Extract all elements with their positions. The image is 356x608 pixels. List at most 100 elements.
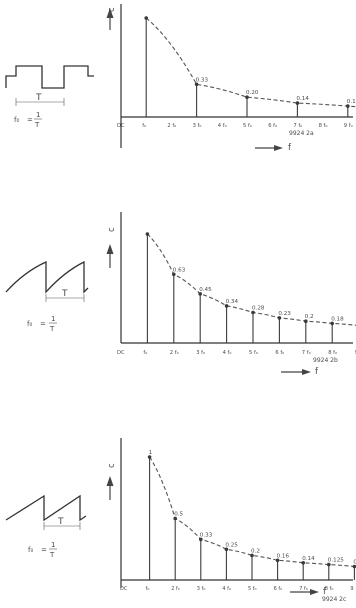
- tick-label-0: DC: [117, 123, 125, 129]
- y-axis-label: c: [107, 463, 117, 468]
- amplitude-label-2: 0.63: [173, 267, 186, 273]
- amplitude-label-5: 0.2: [251, 548, 260, 554]
- tick-label-1: f₀: [143, 350, 147, 356]
- x-axis-label: f: [288, 143, 292, 153]
- tick-label-6: 6 f₀: [268, 123, 277, 129]
- figure-code: 9924 2a: [289, 130, 314, 137]
- y-axis-label: c: [107, 227, 117, 232]
- amplitude-label-3: 0.33: [200, 532, 213, 538]
- amplitude-label-8: 0.125: [328, 558, 344, 564]
- tick-labels: DC f₀ 2 f₀ 3 f₀ 4 f₀ 5 f₀ 6 f₀ 7 f₀ 8 f₀ 9 f₀: [117, 123, 353, 129]
- y-axis-arrow-head: [107, 476, 114, 486]
- tick-label-8: 8 f₀: [319, 123, 328, 129]
- harmonic-lines: [144, 16, 349, 117]
- tick-label-1: f₀: [142, 123, 146, 129]
- panel-b-spectrum: c f 9924 2b DC f₀ 2 f₀ 3 f₀ 4 f₀ 5 f₀ 6 f₀ 7 f₀…: [107, 212, 356, 377]
- fundamental-formula: f₀ = 1 T: [27, 315, 57, 333]
- tick-label-7: 7 f₀: [299, 586, 308, 592]
- harmonic-lines: [148, 455, 356, 580]
- amplitude-label-7: 0.14: [296, 96, 309, 102]
- amplitude-labels: 0.33 0.20 0.14 0.11: [196, 77, 356, 105]
- tick-label-3: 3 f₀: [197, 586, 206, 592]
- tick-label-6: 6 f₀: [274, 586, 283, 592]
- formula-eq: =: [40, 320, 46, 328]
- panel-a-waveform: T f₀ = 1 T: [6, 66, 94, 129]
- x-axis-label: f: [315, 367, 319, 377]
- panel-a: T f₀ = 1 T c f 9924 2a DC f₀ 2 f₀ 3 f₀ 4 f₀ 5…: [6, 4, 356, 153]
- tick-label-4: 4 f₀: [223, 350, 232, 356]
- sawtooth-wave: [6, 496, 86, 520]
- tick-label-3: 3 f₀: [193, 123, 202, 129]
- formula-den: T: [49, 551, 55, 559]
- panel-a-spectrum: c f 9924 2a DC f₀ 2 f₀ 3 f₀ 4 f₀ 5 f₀ 6 f₀ 7 f₀…: [107, 4, 356, 153]
- tick-label-0: DC: [117, 350, 125, 356]
- panel-c-waveform: T f₀ = 1 T: [6, 496, 86, 559]
- fundamental-formula: f₀ = 1 T: [14, 111, 42, 129]
- curved-sawtooth-wave: [6, 262, 88, 292]
- tick-label-1: f₀: [146, 586, 150, 592]
- formula-lhs: f₀: [27, 320, 32, 328]
- figure-code: 9924 2b: [313, 357, 338, 364]
- amplitude-label-4: 0.34: [226, 299, 239, 305]
- tick-label-5: 5 f₀: [248, 586, 257, 592]
- tick-label-3: 3 f₀: [196, 350, 205, 356]
- formula-num: 1: [51, 315, 55, 323]
- amplitude-label-7: 0.2: [305, 314, 314, 320]
- formula-eq: =: [27, 116, 33, 124]
- tick-label-4: 4 f₀: [222, 586, 231, 592]
- tick-label-7: 7 f₀: [302, 350, 311, 356]
- tick-label-6: 6 f₀: [275, 350, 284, 356]
- amplitude-label-5: 0.28: [252, 306, 265, 312]
- formula-num: 1: [36, 111, 40, 119]
- tick-label-5: 5 f₀: [249, 350, 258, 356]
- formula-den: T: [49, 325, 55, 333]
- period-label: T: [57, 517, 64, 527]
- y-axis-label: c: [107, 7, 117, 12]
- formula-lhs: f₀: [14, 116, 19, 124]
- panel-b-waveform: T f₀ = 1 T: [6, 262, 88, 333]
- tick-label-7: 7 f₀: [293, 123, 302, 129]
- x-axis-arrow-head: [302, 369, 311, 375]
- amplitude-label-8: 0.18: [331, 316, 344, 322]
- amplitude-label-1: 1: [149, 450, 153, 456]
- tick-label-2: 2 f₀: [167, 123, 176, 129]
- amplitude-label-3: 0.33: [196, 77, 209, 83]
- square-wave: [6, 66, 94, 88]
- tick-label-9: 9 f₀: [344, 123, 353, 129]
- x-axis-arrow-head: [274, 145, 283, 151]
- amplitude-label-6: 0.23: [278, 311, 291, 317]
- x-axis-arrow-head: [310, 589, 319, 595]
- tick-label-0: DC: [120, 586, 128, 592]
- formula-lhs: f₀: [28, 546, 33, 554]
- amplitude-label-7: 0.14: [302, 556, 315, 562]
- tick-label-2: 2 f₀: [170, 350, 179, 356]
- tick-label-5: 5 f₀: [243, 123, 252, 129]
- period-label: T: [61, 289, 68, 299]
- figure-code: 9924 2c: [322, 596, 346, 603]
- harmonic-point-1: [146, 232, 150, 236]
- harmonic-point-1: [144, 16, 148, 20]
- amplitude-label-4: 0.25: [225, 542, 238, 548]
- amplitude-label-3: 0.45: [199, 287, 212, 293]
- amplitude-label-9: 0.11: [347, 99, 356, 105]
- period-label: T: [35, 93, 42, 103]
- amplitude-label-5: 0.20: [246, 90, 259, 96]
- formula-den: T: [34, 121, 40, 129]
- formula-num: 1: [51, 541, 55, 549]
- tick-label-4: 4 f₀: [218, 123, 227, 129]
- y-axis-arrow-head: [107, 244, 114, 254]
- amplitude-label-6: 0.16: [277, 553, 290, 559]
- formula-eq: =: [41, 546, 47, 554]
- tick-label-9: 9: [350, 586, 353, 592]
- fundamental-formula: f₀ = 1 T: [28, 541, 57, 559]
- amplitude-label-2: 0.5: [174, 512, 183, 518]
- tick-labels: DC f₀ 2 f₀ 3 f₀ 4 f₀ 5 f₀ 6 f₀ 7 f₀ 8 f₀ 9: [120, 586, 354, 592]
- tick-label-2: 2 f₀: [171, 586, 180, 592]
- harmonic-lines: [146, 232, 356, 343]
- tick-label-8: 8 f₀: [325, 586, 334, 592]
